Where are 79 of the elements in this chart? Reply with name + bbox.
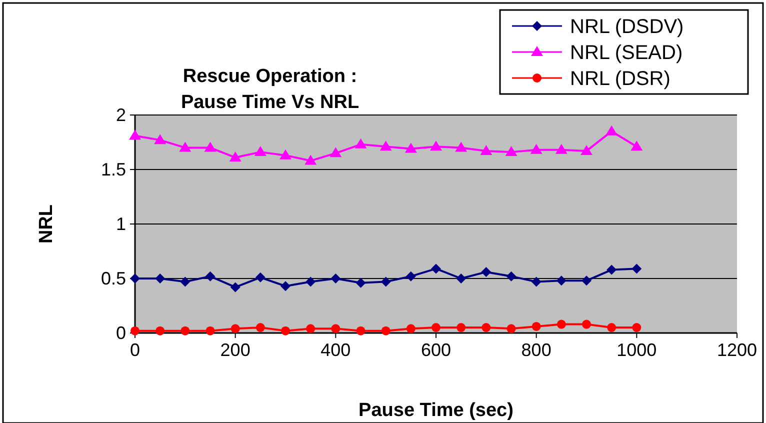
y-tick-label: 0 — [116, 323, 126, 343]
x-tick-label: 1200 — [716, 340, 758, 360]
point — [582, 320, 591, 329]
y-axis-title: NRL — [36, 204, 57, 244]
point — [280, 281, 290, 292]
point — [229, 152, 242, 162]
y-tick-label: 1.5 — [100, 160, 126, 180]
point — [230, 282, 240, 292]
x-tick-label: 400 — [320, 340, 351, 360]
point — [331, 324, 340, 334]
point — [431, 264, 441, 274]
point — [180, 326, 190, 336]
point — [406, 324, 416, 334]
point — [205, 271, 216, 282]
point — [632, 323, 642, 332]
point — [556, 320, 566, 329]
point — [555, 144, 568, 154]
chart-title: Rescue Operation : Pause Time Vs NRL — [180, 66, 360, 113]
point — [482, 323, 491, 332]
y-tick-label: 2 — [116, 105, 126, 125]
legend-label: NRL (DSDV) — [570, 16, 684, 38]
point — [179, 142, 192, 152]
point — [455, 142, 468, 152]
point — [580, 144, 592, 155]
y-tick-label: 0.5 — [100, 268, 126, 288]
point — [129, 130, 141, 140]
x-tick-label: 0 — [130, 340, 140, 360]
point — [280, 149, 292, 160]
point — [481, 266, 492, 277]
point — [532, 322, 541, 331]
point — [606, 125, 618, 136]
point — [381, 326, 390, 336]
point — [354, 138, 367, 148]
point — [406, 271, 416, 282]
point — [204, 142, 216, 152]
point — [380, 276, 391, 287]
point — [531, 276, 542, 287]
point — [155, 274, 166, 284]
point — [156, 326, 165, 336]
x-tick-label: 600 — [420, 340, 452, 360]
point — [154, 134, 166, 144]
point — [456, 274, 466, 284]
point — [306, 276, 316, 287]
point — [530, 144, 542, 154]
point — [506, 271, 516, 282]
point — [582, 276, 592, 286]
x-axis-title: Pause Time (sec) — [358, 400, 514, 421]
point — [330, 274, 341, 284]
point — [206, 326, 215, 336]
y-tick-label: 1 — [116, 214, 126, 234]
point — [380, 140, 392, 151]
legend-label: NRL (SEAD) — [570, 42, 683, 64]
point — [330, 147, 342, 158]
point — [632, 264, 642, 274]
point — [306, 324, 316, 334]
point — [606, 264, 617, 275]
point — [230, 324, 240, 334]
point — [256, 323, 265, 332]
point — [506, 324, 516, 334]
point — [356, 278, 366, 288]
point — [255, 272, 266, 282]
point — [607, 323, 616, 332]
x-tick-label: 1000 — [616, 340, 657, 360]
point — [254, 146, 266, 156]
point — [456, 323, 466, 332]
point — [281, 326, 290, 336]
point — [556, 276, 566, 286]
point — [356, 326, 366, 336]
point — [430, 140, 442, 151]
x-tick-label: 800 — [521, 340, 552, 360]
legend-label: NRL (DSR) — [570, 68, 670, 90]
x-tick-label: 200 — [220, 340, 250, 360]
point — [630, 140, 643, 151]
point — [480, 144, 492, 155]
point — [180, 276, 190, 287]
point — [505, 146, 518, 156]
point — [404, 142, 417, 153]
point — [432, 323, 440, 332]
point — [304, 154, 317, 165]
